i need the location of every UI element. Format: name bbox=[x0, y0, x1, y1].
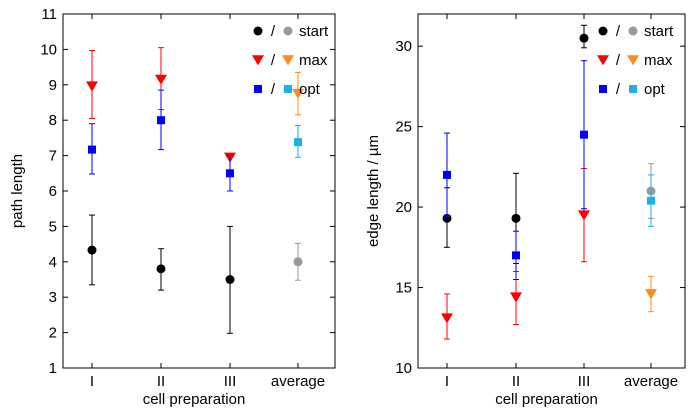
p2-ytick-label-3: 25 bbox=[395, 119, 412, 136]
p1-max-point-1 bbox=[155, 74, 167, 85]
p1-ytick-label-10: 11 bbox=[41, 6, 57, 23]
p1-legend-label-max: max bbox=[299, 52, 328, 69]
p1-ytick-label-3: 4 bbox=[49, 254, 57, 271]
p2-legend-label-opt: opt bbox=[644, 81, 666, 98]
p1-xlabel: cell preparation bbox=[143, 391, 246, 408]
p1-max-point-0 bbox=[86, 81, 98, 92]
p1-xtick-label-3: average bbox=[271, 373, 325, 390]
p2-opt-point-1 bbox=[512, 251, 520, 260]
p1-legend-label-opt: opt bbox=[299, 81, 321, 98]
p1-legend-marker-max bbox=[252, 55, 264, 66]
p2-start-point-0 bbox=[442, 213, 452, 223]
p1-xtick-label-1: II bbox=[157, 373, 165, 390]
p1-legend-marker-start bbox=[253, 26, 263, 36]
p2-legend-label-start: start bbox=[644, 23, 674, 40]
p2-max-point-average bbox=[645, 289, 657, 300]
p2-legend-marker-avg-max bbox=[627, 55, 639, 66]
p1-legend-marker-avg-opt bbox=[284, 85, 292, 93]
p2-xtick-label-2: III bbox=[578, 373, 591, 390]
p2-opt-point-2 bbox=[580, 130, 588, 139]
p2-legend-separator-1: / bbox=[616, 52, 621, 69]
p1-xtick-label-2: III bbox=[224, 373, 237, 390]
p1-ytick-label-8: 9 bbox=[49, 77, 57, 94]
p1-ytick-label-2: 3 bbox=[49, 289, 57, 306]
p1-start-point-average bbox=[293, 257, 303, 267]
p1-legend-marker-opt bbox=[254, 85, 262, 93]
p2-ytick-label-1: 15 bbox=[395, 280, 412, 297]
p1-opt-point-0 bbox=[88, 145, 96, 154]
p2-legend-label-max: max bbox=[644, 52, 673, 69]
p1-legend-marker-avg-start bbox=[283, 26, 293, 36]
p2-xtick-label-0: I bbox=[445, 373, 449, 390]
p2-ytick-label-2: 20 bbox=[395, 199, 412, 216]
p2-legend-marker-start bbox=[598, 26, 608, 36]
p1-ytick-label-7: 8 bbox=[49, 112, 57, 129]
p2-legend-separator-2: / bbox=[616, 81, 621, 98]
p1-ytick-label-6: 7 bbox=[49, 148, 57, 165]
p2-legend-marker-opt bbox=[599, 85, 607, 93]
p2-ylabel: edge length / µm bbox=[365, 135, 382, 247]
p2-opt-point-average bbox=[647, 196, 655, 205]
p1-legend-label-start: start bbox=[299, 23, 329, 40]
p2-xlabel: cell preparation bbox=[495, 391, 598, 408]
p1-ytick-label-5: 6 bbox=[49, 183, 57, 200]
p2-xtick-label-1: II bbox=[512, 373, 520, 390]
p1-plot-frame bbox=[62, 13, 336, 369]
p2-plot-frame bbox=[417, 13, 686, 369]
p1-start-point-2 bbox=[225, 275, 235, 284]
p2-legend-marker-max bbox=[597, 55, 609, 66]
p1-ytick-label-4: 5 bbox=[49, 218, 57, 235]
p2-start-point-1 bbox=[511, 213, 521, 223]
p1-max-point-average bbox=[292, 88, 304, 100]
p2-max-point-0 bbox=[441, 313, 453, 324]
p1-start-point-1 bbox=[156, 264, 166, 274]
p2-max-point-2 bbox=[578, 210, 590, 221]
p1-ytick-label-9: 10 bbox=[40, 41, 57, 58]
p2-ytick-label-0: 10 bbox=[395, 360, 412, 377]
p1-legend-separator-0: / bbox=[271, 23, 276, 40]
p2-start-point-2 bbox=[579, 33, 589, 43]
p2-ytick-label-4: 30 bbox=[395, 38, 412, 55]
p2-legend-marker-avg-start bbox=[628, 26, 638, 36]
p1-start-point-0 bbox=[87, 245, 97, 255]
p1-ylabel: path length bbox=[9, 154, 26, 228]
p2-legend-separator-0: / bbox=[616, 23, 621, 40]
p1-opt-point-average bbox=[294, 138, 302, 147]
p2-xtick-label-3: average bbox=[624, 373, 678, 390]
p1-ytick-label-1: 2 bbox=[49, 325, 57, 342]
p1-xtick-label-0: I bbox=[90, 373, 94, 390]
p1-legend-separator-2: / bbox=[271, 81, 276, 98]
p2-max-point-1 bbox=[510, 292, 522, 303]
p2-legend-marker-avg-opt bbox=[629, 85, 637, 93]
p1-legend-marker-avg-max bbox=[282, 55, 294, 66]
p1-opt-point-1 bbox=[157, 116, 165, 125]
p2-opt-point-0 bbox=[443, 170, 451, 179]
p1-ytick-label-0: 1 bbox=[49, 360, 57, 377]
p1-opt-point-2 bbox=[226, 169, 234, 178]
p1-legend-separator-1: / bbox=[271, 52, 276, 69]
